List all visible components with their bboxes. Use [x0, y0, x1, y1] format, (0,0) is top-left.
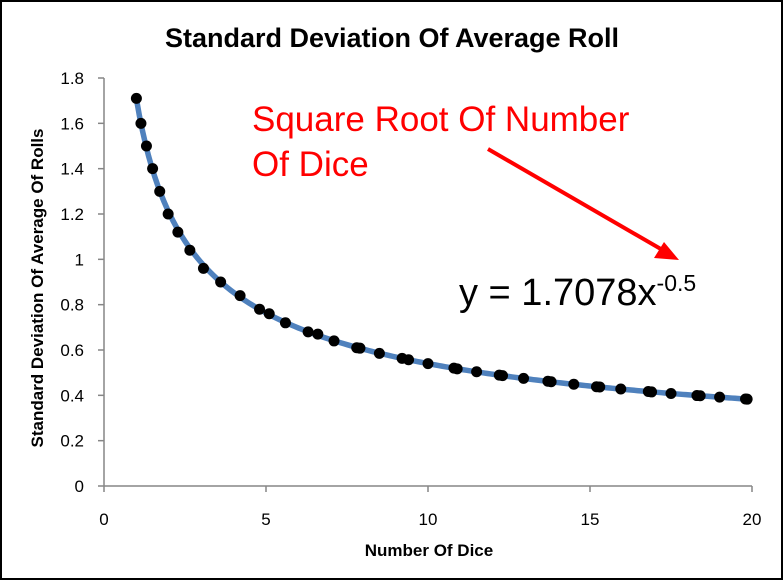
x-tick-label: 0 [99, 510, 108, 529]
y-tick-label: 0.2 [60, 432, 84, 451]
y-tick-label: 0.8 [60, 296, 84, 315]
data-point [172, 226, 184, 238]
data-point [135, 117, 147, 129]
x-tick-label: 20 [743, 510, 762, 529]
x-axis-ticks: 0 5 10 15 20 [99, 486, 761, 529]
trendline [133, 96, 750, 402]
data-point [714, 391, 726, 403]
data-points [130, 92, 753, 405]
y-axis-ticks: 0 0.2 0.4 0.6 0.8 1 1.2 1.4 1.6 1.8 [60, 69, 104, 496]
data-point [545, 376, 557, 388]
data-point [140, 140, 152, 152]
data-point [147, 163, 159, 175]
data-point [451, 363, 463, 375]
data-point [302, 326, 314, 338]
data-point [373, 347, 385, 359]
data-point [615, 383, 627, 395]
x-tick-label: 5 [261, 510, 270, 529]
data-point [471, 366, 483, 378]
y-tick-label: 1 [75, 250, 84, 269]
y-tick-label: 1.4 [60, 160, 84, 179]
data-point [741, 393, 753, 405]
y-tick-label: 0.6 [60, 341, 84, 360]
data-point [184, 244, 196, 256]
annotation-text-line1: Square Root Of Number [252, 100, 630, 139]
data-point [279, 317, 291, 329]
data-point [263, 308, 275, 320]
trendline-equation-exponent: -0.5 [657, 270, 697, 296]
trendline-equation: y = 1.7078x-0.5 [459, 270, 696, 314]
x-tick-label: 15 [581, 510, 600, 529]
data-point [197, 262, 209, 274]
data-point [694, 390, 706, 402]
data-point [254, 303, 266, 315]
y-tick-label: 1.6 [60, 114, 84, 133]
data-point [354, 342, 366, 354]
data-point [568, 378, 580, 390]
y-tick-label: 1.2 [60, 205, 84, 224]
data-point [665, 388, 677, 400]
data-point [154, 185, 166, 197]
data-point [312, 328, 324, 340]
y-axis-title: Standard Deviation Of Average Of Rolls [28, 129, 47, 448]
y-tick-label: 1.8 [60, 69, 84, 88]
data-point [594, 381, 606, 393]
y-tick-label: 0.4 [60, 386, 84, 405]
trendline-equation-base: y = 1.7078x [459, 272, 657, 314]
annotation: Square Root Of Number Of Dice [252, 100, 679, 260]
data-point [328, 335, 340, 347]
plot-area: 0 0.2 0.4 0.6 0.8 1 1.2 1.4 1.6 1.8 0 5 10 15 20 [60, 69, 761, 529]
data-point [403, 354, 415, 366]
annotation-text-line2: Of Dice [252, 145, 369, 184]
y-tick-label: 0 [75, 477, 84, 496]
data-point [518, 372, 530, 384]
x-axis-title: Number Of Dice [365, 541, 493, 560]
data-point [215, 276, 227, 288]
data-point [234, 290, 246, 302]
x-tick-label: 10 [419, 510, 438, 529]
data-point [130, 92, 142, 104]
chart-title: Standard Deviation Of Average Roll [165, 23, 619, 53]
data-point [497, 370, 509, 382]
data-point [422, 358, 434, 370]
data-point [162, 208, 174, 220]
annotation-arrow [486, 147, 668, 254]
annotation-arrowhead [654, 242, 679, 260]
data-point [646, 386, 658, 398]
